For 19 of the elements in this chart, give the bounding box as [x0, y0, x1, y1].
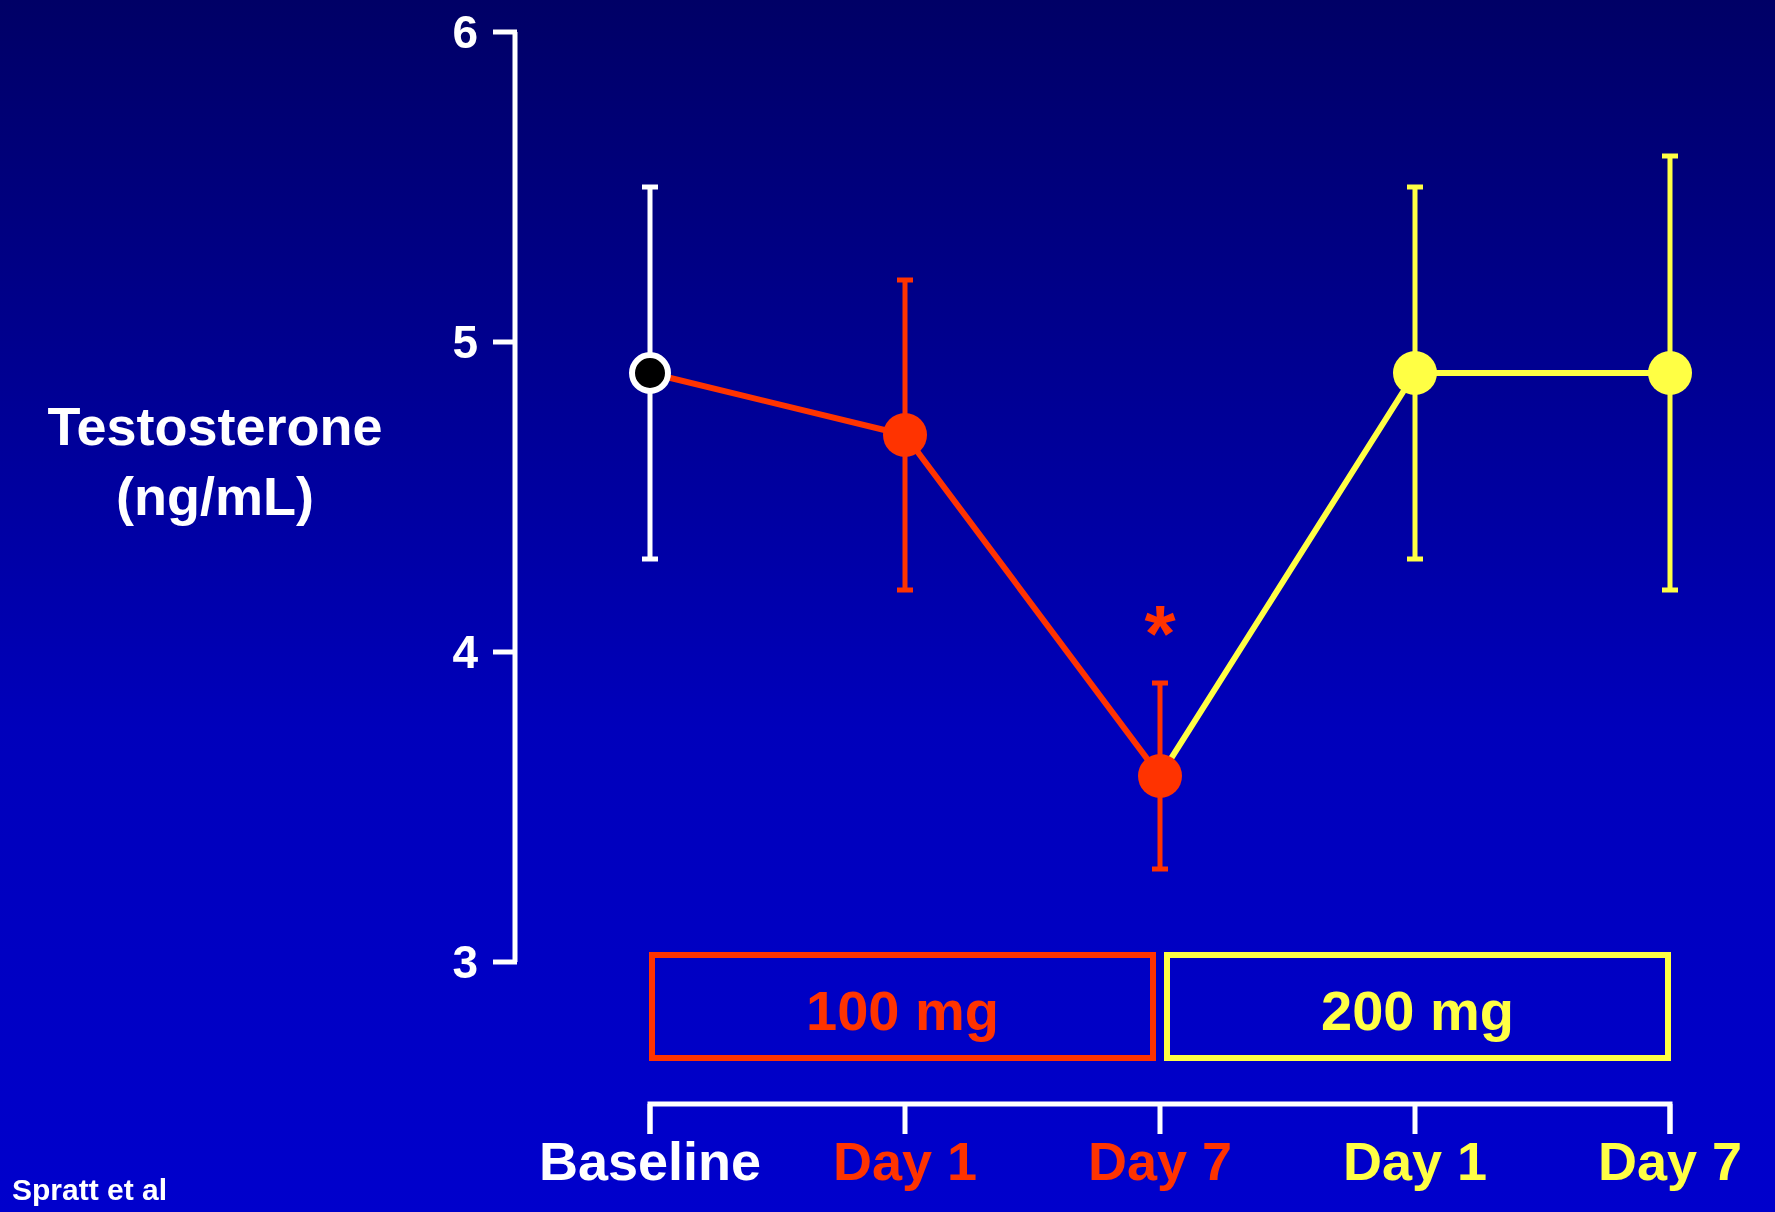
x-tick-label: Day 7 — [1087, 1131, 1233, 1191]
point — [1648, 351, 1692, 395]
x-tick-label: Day 1 — [1342, 1131, 1488, 1191]
y-tick-label: 4 — [452, 626, 479, 679]
point — [1138, 754, 1182, 798]
point — [629, 352, 671, 394]
y-tick-label: 6 — [452, 6, 478, 59]
y-tick-label: 5 — [452, 316, 478, 369]
annotation: * — [1144, 589, 1177, 678]
y-axis-title: Testosterone (ng/mL) — [47, 396, 383, 526]
x-tick-label: Day 1 — [832, 1131, 978, 1191]
x-tick-label: Baseline — [538, 1131, 762, 1191]
text: 100 mg — [806, 978, 999, 1042]
text: 200 mg — [1321, 978, 1514, 1042]
x-tick-label: Day 7 — [1597, 1131, 1743, 1191]
y-tick-label: 3 — [452, 936, 478, 989]
point — [1393, 351, 1437, 395]
text: Spratt et al — [12, 1173, 168, 1206]
point — [883, 413, 927, 457]
